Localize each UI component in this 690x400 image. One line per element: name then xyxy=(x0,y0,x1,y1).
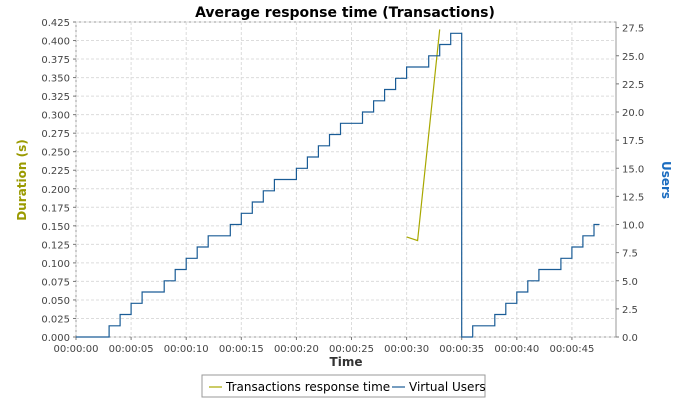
x-axis: 00:00:00 00:00:05 00:00:10 00:00:15 00:00:20… xyxy=(54,337,594,355)
right-axis-tick-label: 17.5 xyxy=(622,136,644,147)
series-line-virtual-users xyxy=(76,32,600,338)
x-axis-tick-label: 00:00:05 xyxy=(109,344,154,355)
left-axis-tick-label: 0.125 xyxy=(41,240,70,251)
left-axis-tick-label: 0.400 xyxy=(41,37,70,48)
right-axis-tick-label: 5.0 xyxy=(622,277,638,288)
legend: Transactions response time Virtual Users xyxy=(201,374,486,398)
left-axis-tick-label: 0.325 xyxy=(41,92,70,103)
right-axis: 0.0 2.5 5.0 7.5 10.0 12.5 15.0 17.5 20.0 22.5 25.0… xyxy=(616,24,644,344)
x-axis-tick-label: 00:00:20 xyxy=(274,344,319,355)
right-axis-tick-label: 15.0 xyxy=(622,164,644,175)
x-axis-tick-label: 00:00:15 xyxy=(219,344,264,355)
chart-title: Average response time (Transactions) xyxy=(195,5,495,21)
left-axis-tick-label: 0.000 xyxy=(41,333,70,344)
right-axis-tick-label: 7.5 xyxy=(622,249,638,260)
legend-box xyxy=(201,374,486,398)
legend-label-transactions: Transactions response time xyxy=(225,380,390,394)
series-line-transactions xyxy=(406,29,441,242)
right-axis-tick-label: 10.0 xyxy=(622,221,644,232)
right-axis-tick-label: 2.5 xyxy=(622,305,638,316)
left-axis-tick-label: 0.025 xyxy=(41,314,70,325)
left-axis-tick-label: 0.200 xyxy=(41,185,70,196)
left-axis-tick-label: 0.300 xyxy=(41,111,70,122)
left-axis-tick-label: 0.350 xyxy=(41,74,70,85)
left-axis-tick-label: 0.075 xyxy=(41,277,70,288)
left-axis-tick-label: 0.100 xyxy=(41,259,70,270)
right-axis-tick-label: 25.0 xyxy=(622,52,644,63)
grid-lines xyxy=(75,21,616,338)
x-axis-tick-label: 00:00:30 xyxy=(384,344,429,355)
right-axis-tick-label: 20.0 xyxy=(622,108,644,119)
left-axis-tick-label: 0.250 xyxy=(41,148,70,159)
y-axis-left-title: Duration (s) xyxy=(15,139,29,220)
left-axis: 0.000 0.025 0.050 0.075 0.100 0.125 0.150 0.175… xyxy=(41,18,76,344)
plot-area xyxy=(75,21,617,338)
x-axis-tick-label: 00:00:45 xyxy=(549,344,594,355)
legend-label-users: Virtual Users xyxy=(409,380,486,394)
left-axis-tick-label: 0.425 xyxy=(41,18,70,29)
right-axis-tick-label: 27.5 xyxy=(622,24,644,35)
left-axis-tick-label: 0.275 xyxy=(41,129,70,140)
x-axis-tick-label: 00:00:10 xyxy=(164,344,209,355)
x-axis-tick-label: 00:00:00 xyxy=(54,344,99,355)
x-axis-tick-label: 00:00:35 xyxy=(439,344,484,355)
x-axis-title: Time xyxy=(330,355,363,369)
x-axis-tick-label: 00:00:40 xyxy=(494,344,539,355)
left-axis-tick-label: 0.050 xyxy=(41,296,70,307)
series-layer xyxy=(76,29,600,338)
left-axis-tick-label: 0.375 xyxy=(41,55,70,66)
right-axis-tick-label: 22.5 xyxy=(622,80,644,91)
left-axis-tick-label: 0.225 xyxy=(41,166,70,177)
right-axis-tick-label: 0.0 xyxy=(622,333,638,344)
y-axis-right-title: Users xyxy=(659,161,673,199)
x-axis-tick-label: 00:00:25 xyxy=(329,344,374,355)
right-axis-tick-label: 12.5 xyxy=(622,192,644,203)
left-axis-tick-label: 0.175 xyxy=(41,203,70,214)
left-axis-tick-label: 0.150 xyxy=(41,222,70,233)
